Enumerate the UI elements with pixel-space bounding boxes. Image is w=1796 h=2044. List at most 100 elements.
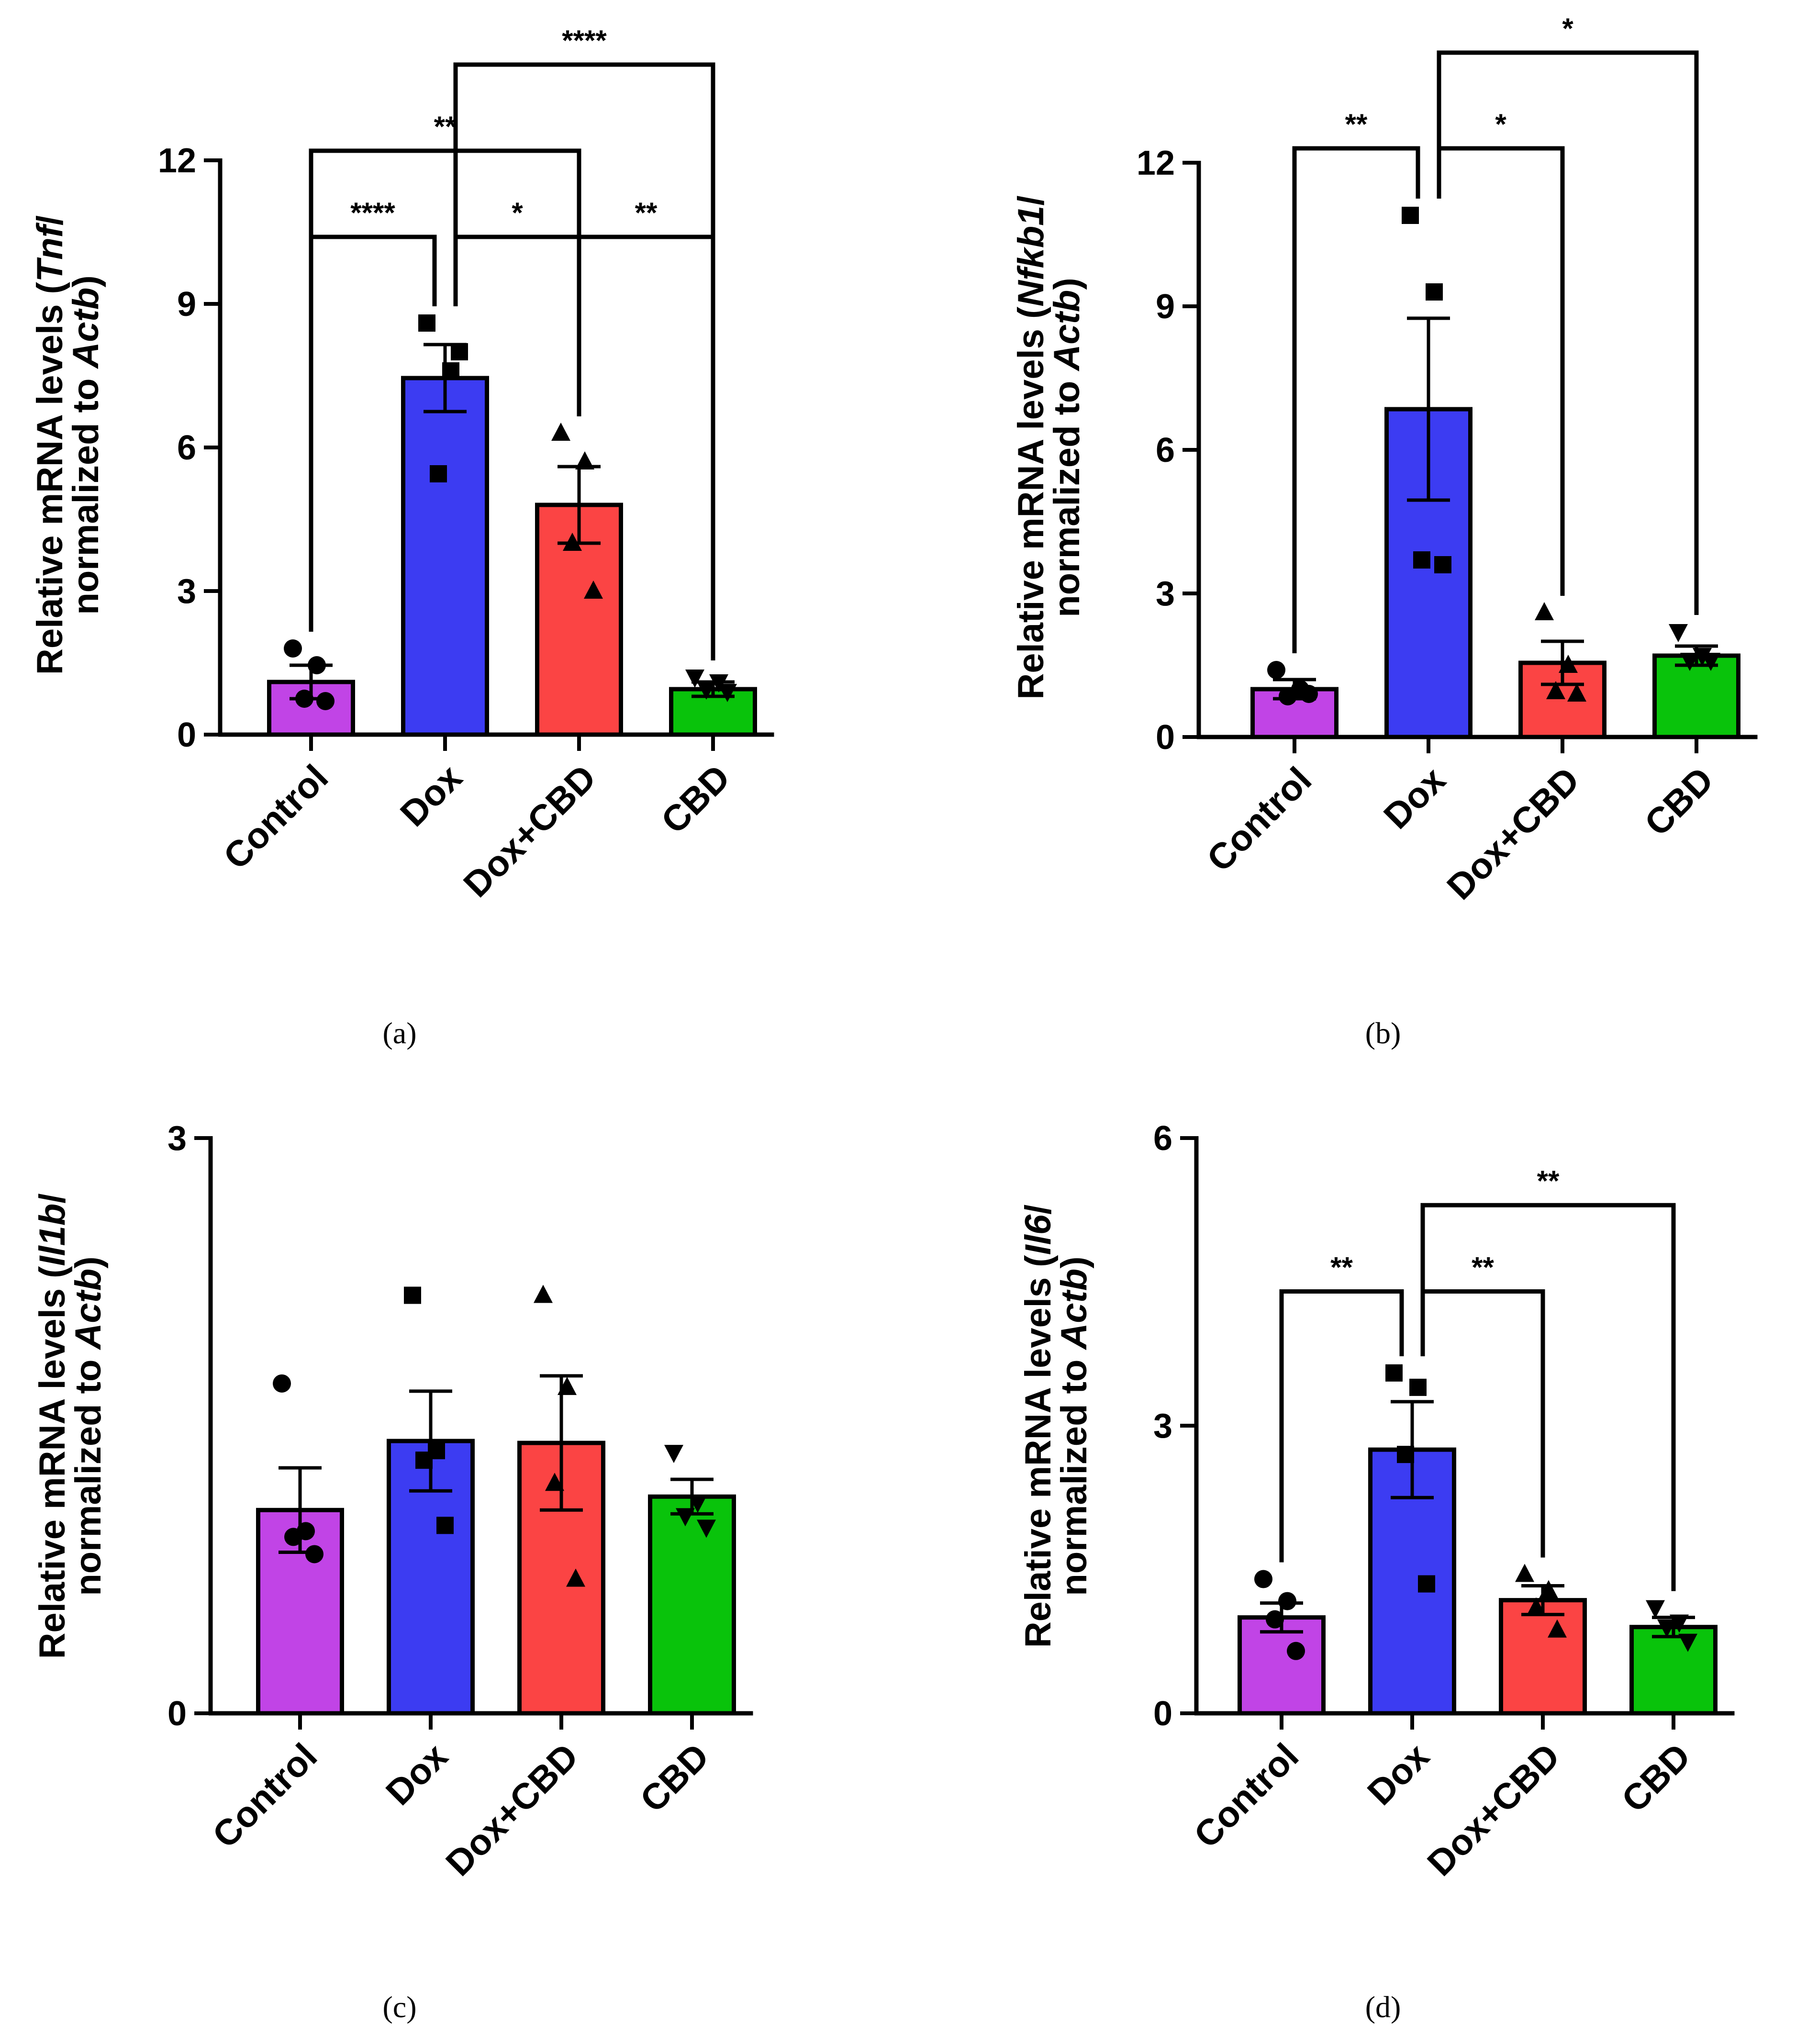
- data-point: [1426, 283, 1443, 301]
- data-point: [1548, 1619, 1567, 1638]
- panel-a: (a) 0 3 6 9 12 Relative mRNA levels (Tnf/norm…: [30, 24, 774, 1050]
- data-point: [284, 1528, 302, 1546]
- data-point: [1657, 1619, 1676, 1638]
- bar-dox: [401, 376, 489, 737]
- x-tick-label: Dox+CBD: [456, 757, 604, 905]
- data-point: [584, 581, 603, 599]
- data-point: [442, 362, 459, 380]
- data-point: [1254, 1570, 1272, 1588]
- data-point: [1279, 687, 1297, 705]
- data-point: [563, 533, 582, 551]
- data-point: [1680, 653, 1699, 671]
- data-point: [1300, 685, 1318, 703]
- y-tick-label: 3: [1156, 575, 1175, 613]
- data-point: [558, 1376, 577, 1395]
- data-point: [1409, 1378, 1427, 1396]
- y-tick-label: 12: [1137, 144, 1175, 182]
- data-point: [697, 1519, 716, 1538]
- significance-label: *: [1562, 12, 1573, 45]
- x-tick-label: Dox+CBD: [1439, 760, 1587, 907]
- data-point: [1669, 624, 1688, 642]
- significance-label: **: [434, 111, 457, 143]
- x-tick-label: CBD: [632, 1736, 717, 1821]
- data-point: [1266, 1610, 1284, 1629]
- data-point: [1546, 681, 1565, 699]
- data-point: [551, 423, 570, 441]
- panel-b: (b) 0 3 6 9 12 Relative mRNA levels (Nfkb1/no…: [1011, 12, 1758, 1050]
- data-point: [418, 314, 435, 332]
- y-tick-label: 6: [1156, 431, 1175, 469]
- x-tick-label: CBD: [653, 757, 738, 842]
- significance-label: **: [1537, 1165, 1560, 1197]
- significance-bracket: [1292, 146, 1420, 653]
- bar-cbd: [1652, 653, 1740, 739]
- bar-cbd: [648, 1494, 736, 1716]
- y-tick-label: 12: [158, 142, 196, 180]
- data-point: [676, 1508, 695, 1527]
- data-point: [1539, 1580, 1558, 1598]
- data-point: [1701, 653, 1720, 671]
- y-tick-label: 6: [177, 429, 196, 467]
- data-point: [305, 1545, 324, 1564]
- data-point: [451, 343, 468, 360]
- data-point: [1515, 1564, 1534, 1582]
- panel-caption: (c): [382, 1990, 416, 2024]
- data-point: [308, 656, 326, 674]
- data-point: [534, 1284, 553, 1303]
- data-point: [688, 1495, 707, 1513]
- y-axis-label-line2: normalized to Actb): [1047, 278, 1087, 617]
- panel-d: (d) 0 3 6 Relative mRNA levels (Il6/normali…: [1018, 1119, 1735, 2024]
- significance-label: **: [1472, 1251, 1494, 1284]
- data-point: [284, 639, 302, 658]
- significance-bracket: [309, 148, 581, 632]
- data-point: [1670, 1614, 1689, 1633]
- x-tick-label: Dox+CBD: [1420, 1736, 1568, 1884]
- x-tick-label: Dox: [1360, 1736, 1437, 1813]
- panel-caption: (d): [1365, 1990, 1401, 2024]
- y-axis-label-line2: normalized to Actb): [1054, 1256, 1094, 1596]
- x-tick-label: CBD: [1614, 1736, 1698, 1821]
- data-point: [1267, 661, 1285, 679]
- panel-caption: (b): [1365, 1016, 1401, 1050]
- significance-label: *: [512, 197, 523, 229]
- data-point: [1678, 1633, 1697, 1652]
- y-tick-label: 3: [177, 572, 196, 611]
- data-point: [1413, 551, 1430, 569]
- x-tick-label: Dox: [378, 1736, 456, 1813]
- significance-label: **: [1330, 1251, 1353, 1284]
- significance-bracket: [1279, 1289, 1404, 1563]
- data-point: [1434, 556, 1451, 573]
- y-tick-label: 0: [167, 1695, 187, 1733]
- data-point: [1287, 1642, 1305, 1660]
- y-axis-label: Relative mRNA levels (Il6/: [1018, 1205, 1059, 1648]
- data-point: [415, 1452, 433, 1469]
- x-tick-label: Dox: [1376, 760, 1453, 837]
- data-point: [718, 684, 737, 702]
- x-tick-label: Control: [1199, 760, 1319, 880]
- data-point: [404, 1286, 421, 1304]
- significance-label: **: [1345, 108, 1368, 140]
- data-point: [430, 465, 447, 482]
- data-point: [1402, 207, 1419, 224]
- data-point: [566, 1568, 585, 1587]
- data-point: [1646, 1600, 1665, 1619]
- x-tick-label: Dox+CBD: [438, 1736, 586, 1884]
- data-point: [1397, 1446, 1414, 1463]
- y-axis-label: Relative mRNA levels (Nfkb1/: [1011, 195, 1051, 699]
- data-point: [273, 1374, 291, 1393]
- bar-dox-cbd: [1499, 1598, 1587, 1716]
- data-point: [685, 670, 704, 688]
- y-tick-label: 3: [1153, 1407, 1172, 1445]
- data-point: [1527, 1597, 1546, 1616]
- y-tick-label: 9: [1156, 288, 1175, 326]
- data-point: [709, 674, 728, 693]
- significance-bracket: [1437, 50, 1699, 615]
- data-point: [1693, 648, 1712, 666]
- data-point: [436, 1517, 454, 1534]
- data-point: [697, 681, 716, 700]
- significance-bracket: [1420, 1203, 1676, 1591]
- significance-label: ****: [350, 197, 395, 229]
- y-tick-label: 0: [1153, 1695, 1172, 1733]
- y-axis-label: Relative mRNA levels (Il1b/: [32, 1194, 73, 1659]
